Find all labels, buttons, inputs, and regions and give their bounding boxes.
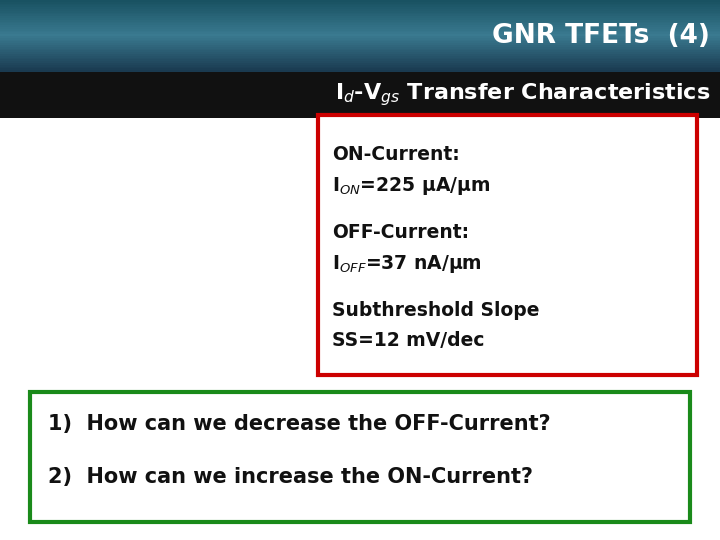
- Bar: [0, 59, 720, 61]
- Bar: [0, 16, 720, 18]
- Bar: [0, 4, 720, 5]
- Bar: [0, 22, 720, 23]
- Bar: [0, 29, 720, 31]
- Text: 2)  How can we increase the ON-Current?: 2) How can we increase the ON-Current?: [48, 467, 533, 487]
- Bar: [0, 66, 720, 69]
- Text: ON-Current:: ON-Current:: [332, 145, 460, 164]
- Bar: [0, 20, 720, 22]
- Text: OFF-Current:: OFF-Current:: [332, 223, 469, 242]
- Bar: [0, 54, 720, 56]
- Text: I$_{OFF}$=37 nA/μm: I$_{OFF}$=37 nA/μm: [332, 253, 482, 275]
- Bar: [0, 58, 720, 59]
- Bar: [0, 0, 720, 2]
- Bar: [0, 32, 720, 34]
- Text: I$_{ON}$=225 μA/μm: I$_{ON}$=225 μA/μm: [332, 175, 490, 197]
- Bar: [0, 61, 720, 63]
- Bar: [0, 25, 720, 27]
- Bar: [0, 70, 720, 72]
- Bar: [0, 63, 720, 65]
- Bar: [0, 72, 720, 118]
- Bar: [0, 7, 720, 9]
- Bar: [0, 52, 720, 54]
- Bar: [0, 118, 720, 540]
- Bar: [0, 36, 720, 38]
- Bar: [0, 27, 720, 29]
- Bar: [0, 47, 720, 49]
- Text: 1)  How can we decrease the OFF-Current?: 1) How can we decrease the OFF-Current?: [48, 414, 551, 434]
- Text: Subthreshold Slope: Subthreshold Slope: [332, 301, 539, 320]
- Bar: [0, 5, 720, 7]
- Bar: [0, 12, 720, 15]
- Bar: [0, 31, 720, 32]
- Bar: [318, 115, 697, 375]
- Bar: [0, 18, 720, 20]
- Bar: [0, 2, 720, 4]
- Bar: [0, 49, 720, 50]
- Text: GNR TFETs  (4): GNR TFETs (4): [492, 23, 710, 49]
- Bar: [0, 69, 720, 70]
- Bar: [0, 9, 720, 11]
- Bar: [0, 39, 720, 42]
- Bar: [0, 15, 720, 16]
- Bar: [0, 65, 720, 66]
- Bar: [0, 43, 720, 45]
- Text: I$_d$-V$_{gs}$ Transfer Characteristics: I$_d$-V$_{gs}$ Transfer Characteristics: [335, 82, 710, 109]
- Bar: [0, 42, 720, 43]
- Bar: [0, 50, 720, 52]
- Bar: [0, 45, 720, 47]
- Bar: [0, 38, 720, 39]
- Bar: [0, 34, 720, 36]
- Bar: [0, 11, 720, 12]
- Bar: [30, 392, 690, 522]
- Bar: [0, 23, 720, 25]
- Text: SS=12 mV/dec: SS=12 mV/dec: [332, 331, 485, 350]
- Bar: [0, 56, 720, 58]
